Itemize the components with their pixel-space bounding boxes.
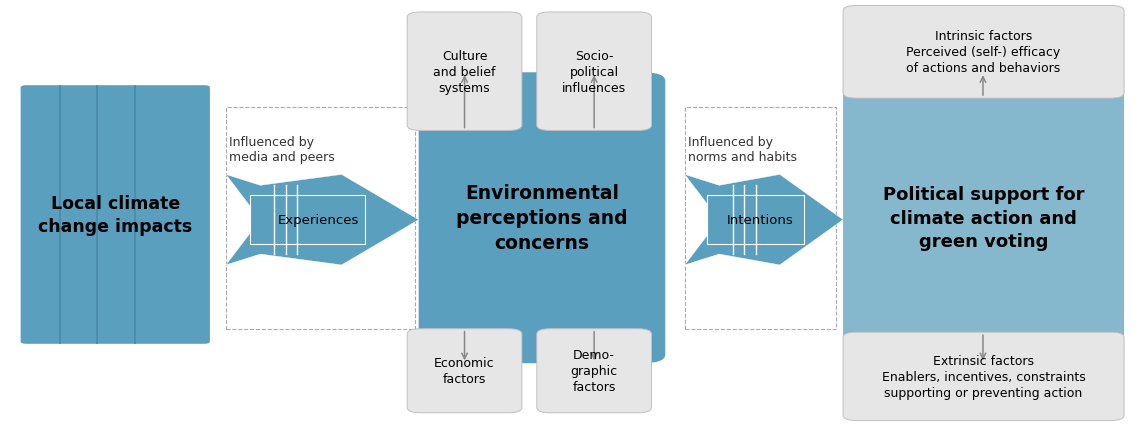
Text: Demo-
graphic
factors: Demo- graphic factors <box>570 348 618 393</box>
Text: Influenced by
norms and habits: Influenced by norms and habits <box>688 135 797 163</box>
FancyBboxPatch shape <box>21 86 210 344</box>
Text: Culture
and belief
systems: Culture and belief systems <box>434 49 496 95</box>
Polygon shape <box>685 175 843 265</box>
FancyBboxPatch shape <box>707 195 804 245</box>
FancyBboxPatch shape <box>843 6 1124 99</box>
Text: Political support for
climate action and
green voting: Political support for climate action and… <box>883 186 1084 251</box>
Text: Influenced by
media and peers: Influenced by media and peers <box>229 135 335 163</box>
FancyBboxPatch shape <box>537 329 651 413</box>
FancyBboxPatch shape <box>843 73 1124 363</box>
FancyBboxPatch shape <box>407 329 522 413</box>
Text: Intrinsic factors
Perceived (self-) efficacy
of actions and behaviors: Intrinsic factors Perceived (self-) effi… <box>906 30 1061 75</box>
Text: Socio-
political
influences: Socio- political influences <box>562 49 626 95</box>
Text: Local climate
change impacts: Local climate change impacts <box>38 194 193 236</box>
Text: Experiences: Experiences <box>279 214 359 227</box>
FancyBboxPatch shape <box>419 73 665 363</box>
Polygon shape <box>226 175 419 265</box>
FancyBboxPatch shape <box>250 195 365 245</box>
FancyBboxPatch shape <box>537 13 651 131</box>
Text: Environmental
perceptions and
concerns: Environmental perceptions and concerns <box>457 184 627 253</box>
Text: Intentions: Intentions <box>727 214 794 227</box>
FancyBboxPatch shape <box>843 332 1124 421</box>
FancyBboxPatch shape <box>407 13 522 131</box>
Text: Extrinsic factors
Enablers, incentives, constraints
supporting or preventing act: Extrinsic factors Enablers, incentives, … <box>882 354 1085 399</box>
Text: Economic
factors: Economic factors <box>435 356 494 385</box>
